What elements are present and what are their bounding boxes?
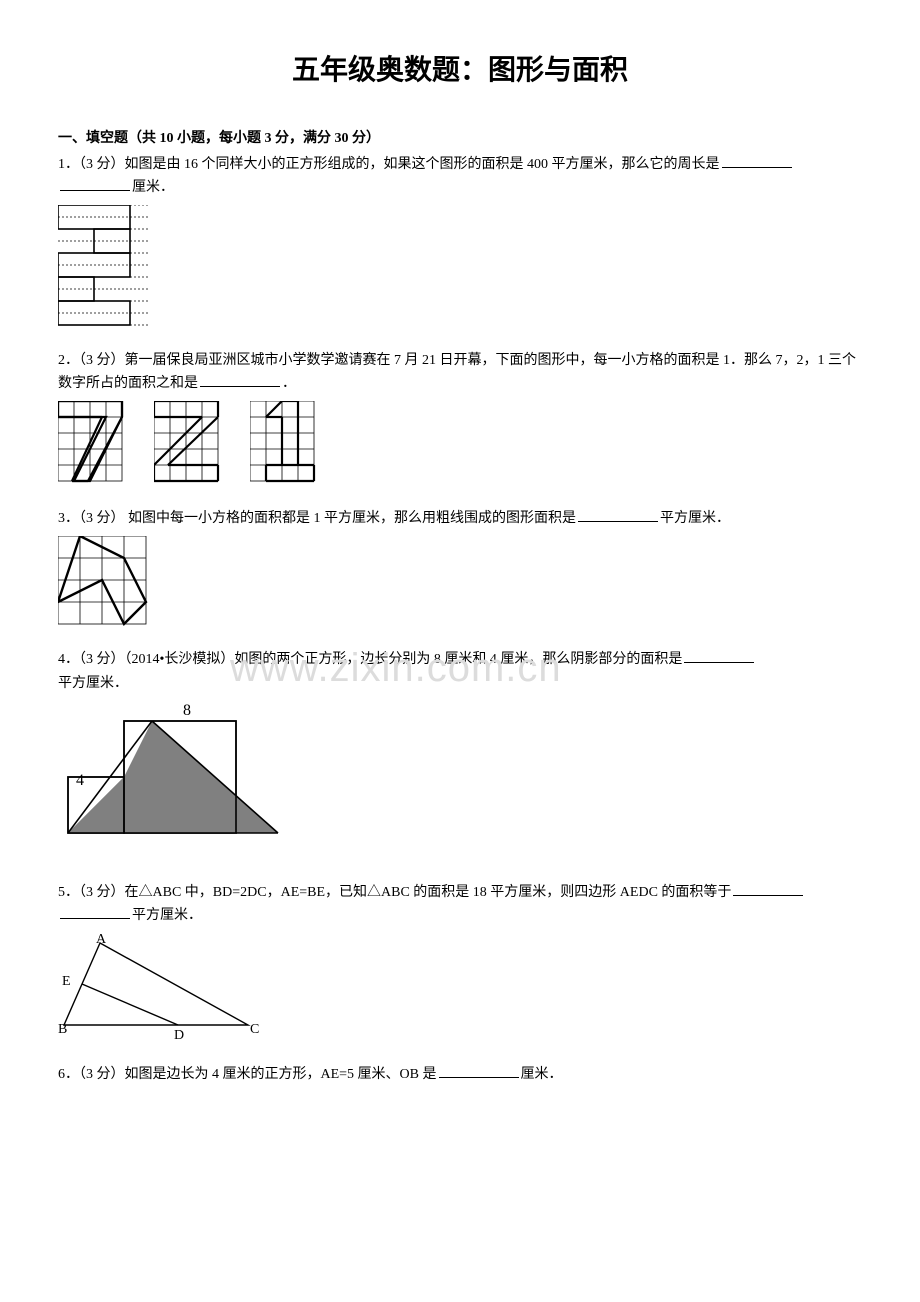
q3-figure (58, 536, 862, 628)
figure-2 (154, 401, 222, 487)
q4-text-a: 4．（3 分）（2014•长沙模拟）如图的两个正方形，边长分别为 8 厘米和 4… (58, 652, 682, 667)
label-A: A (96, 933, 107, 947)
q6-text-a: 6．（3 分）如图是边长为 4 厘米的正方形，AE=5 厘米、OB 是 (58, 1067, 437, 1082)
label-E: E (62, 974, 71, 989)
question-text: 5．（3 分）在△ABC 中，BD=2DC，AE=BE，已知△ABC 的面积是 … (58, 881, 862, 927)
q3-text-b: 平方厘米． (660, 511, 730, 526)
question-6: 6．（3 分）如图是边长为 4 厘米的正方形，AE=5 厘米、OB 是 厘米． (58, 1063, 862, 1086)
label-8: 8 (183, 702, 191, 719)
question-text: 4．（3 分）（2014•长沙模拟）如图的两个正方形，边长分别为 8 厘米和 4… (58, 648, 862, 694)
question-text: 3．（3 分） 如图中每一小方格的面积都是 1 平方厘米，那么用粗线围成的图形面… (58, 507, 862, 530)
q4-text-b: 平方厘米． (58, 676, 128, 691)
question-4: 4．（3 分）（2014•长沙模拟）如图的两个正方形，边长分别为 8 厘米和 4… (58, 648, 862, 860)
figure-1 (250, 401, 318, 487)
label-C: C (250, 1022, 259, 1037)
blank (722, 154, 792, 168)
question-2: 2．（3 分）第一届保良局亚洲区城市小学数学邀请赛在 7 月 21 日开幕，下面… (58, 349, 862, 487)
question-3: 3．（3 分） 如图中每一小方格的面积都是 1 平方厘米，那么用粗线围成的图形面… (58, 507, 862, 628)
q1-figure (58, 205, 862, 329)
q2-text-a: 2．（3 分）第一届保良局亚洲区城市小学数学邀请赛在 7 月 21 日开幕，下面… (58, 353, 856, 391)
label-B: B (58, 1022, 67, 1037)
q1-text-a: 1．（3 分）如图是由 16 个同样大小的正方形组成的，如果这个图形的面积是 4… (58, 157, 720, 172)
blank (200, 373, 280, 387)
q3-text-a: 3．（3 分） 如图中每一小方格的面积都是 1 平方厘米，那么用粗线围成的图形面… (58, 511, 576, 526)
q2-figures (58, 401, 862, 487)
label-4: 4 (76, 772, 84, 789)
blank (60, 905, 130, 919)
page-title: 五年级奥数题：图形与面积 (58, 50, 862, 92)
q5-text-b: 平方厘米． (132, 908, 202, 923)
blank (684, 649, 754, 663)
figure-7 (58, 401, 126, 487)
q5-figure: A B C D E (58, 933, 862, 1043)
blank (60, 177, 130, 191)
q4-figure: 8 4 (58, 701, 862, 861)
question-text: 2．（3 分）第一届保良局亚洲区城市小学数学邀请赛在 7 月 21 日开幕，下面… (58, 349, 862, 395)
question-text: 1．（3 分）如图是由 16 个同样大小的正方形组成的，如果这个图形的面积是 4… (58, 153, 862, 199)
q1-text-b: 厘米． (132, 180, 174, 195)
blank (578, 508, 658, 522)
q5-text-a: 5．（3 分）在△ABC 中，BD=2DC，AE=BE，已知△ABC 的面积是 … (58, 885, 731, 900)
question-1: 1．（3 分）如图是由 16 个同样大小的正方形组成的，如果这个图形的面积是 4… (58, 153, 862, 329)
blank (439, 1064, 519, 1078)
blank (733, 882, 803, 896)
question-5: 5．（3 分）在△ABC 中，BD=2DC，AE=BE，已知△ABC 的面积是 … (58, 881, 862, 1043)
q2-text-b: ． (282, 376, 296, 391)
section-header: 一、填空题（共 10 小题，每小题 3 分，满分 30 分） (58, 128, 862, 149)
q6-text-b: 厘米． (521, 1067, 563, 1082)
question-text: 6．（3 分）如图是边长为 4 厘米的正方形，AE=5 厘米、OB 是 厘米． (58, 1063, 862, 1086)
label-D: D (174, 1028, 184, 1043)
